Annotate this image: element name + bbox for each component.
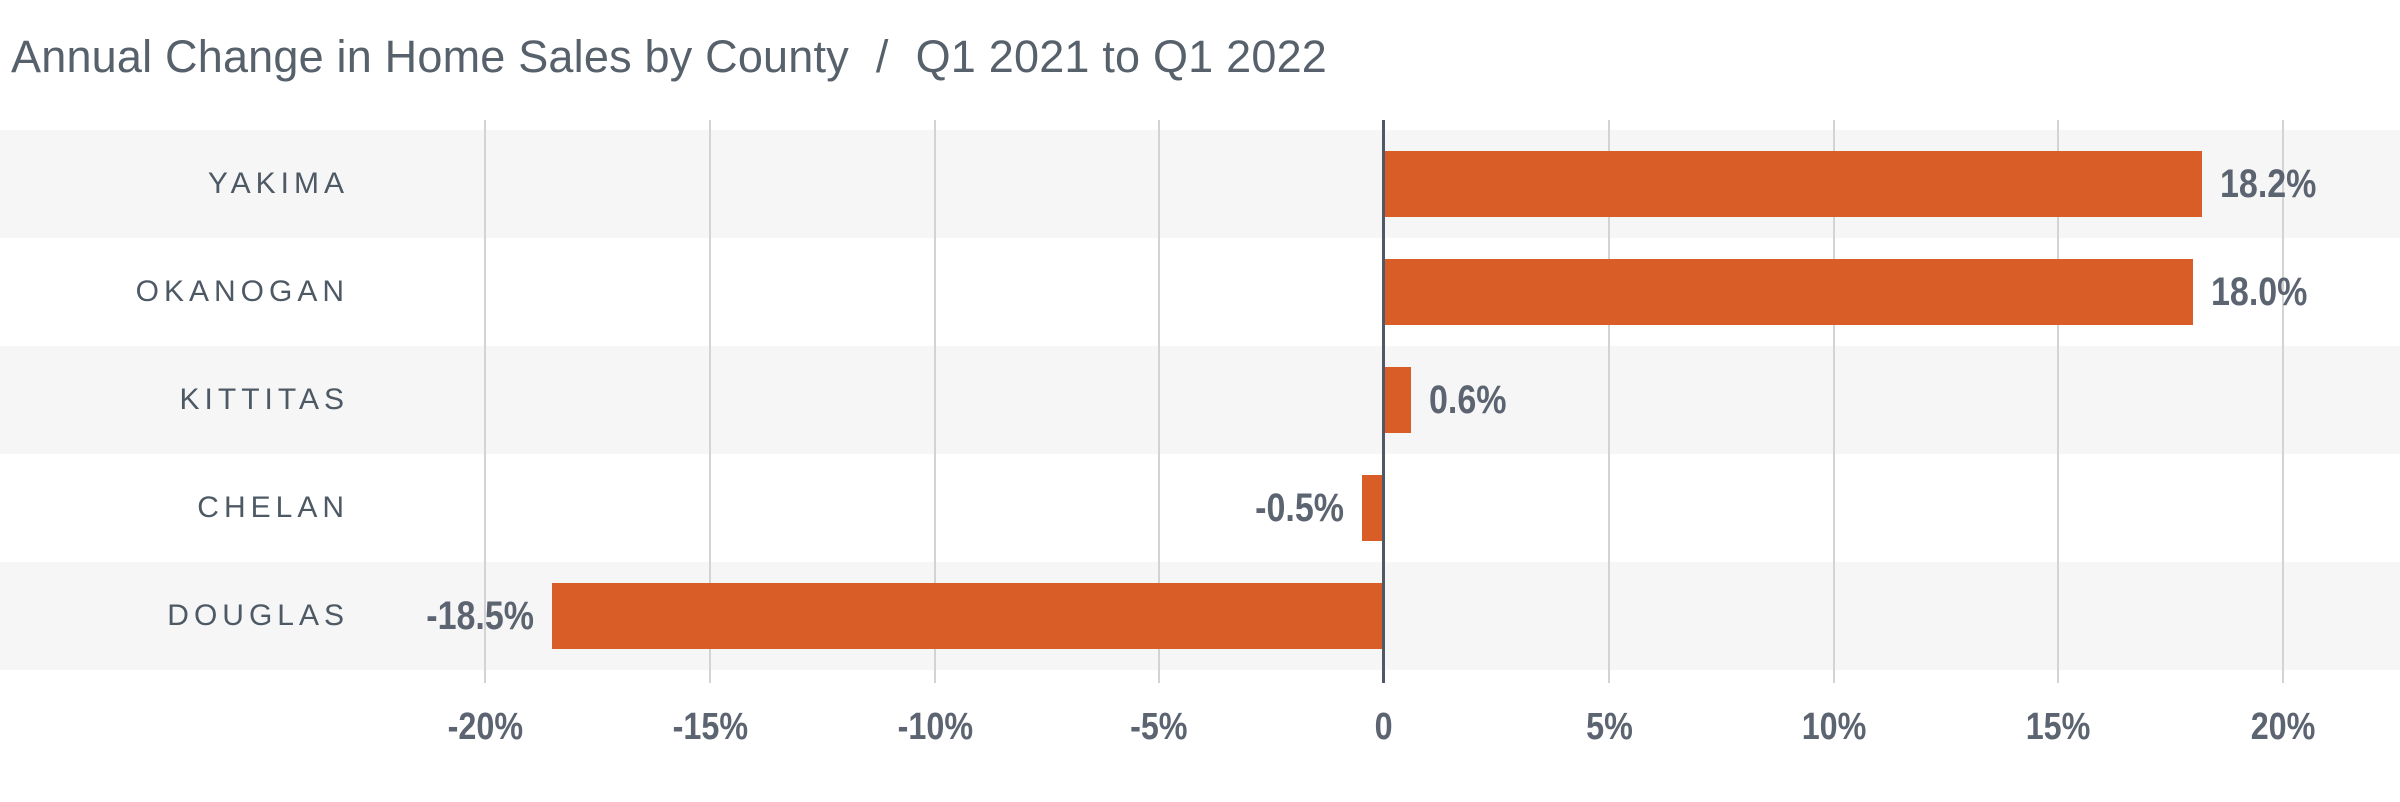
value-label: -0.5% bbox=[1239, 488, 1344, 528]
chart-title: Annual Change in Home Sales by County / Q1… bbox=[11, 34, 1327, 79]
chart-title-main: Annual Change in Home Sales by County bbox=[11, 31, 849, 82]
bar bbox=[552, 583, 1384, 649]
axis-tick-label: -15% bbox=[590, 703, 830, 751]
axis-tick-label-text: 20% bbox=[2250, 706, 2316, 748]
bar bbox=[1384, 367, 1411, 433]
chart-title-separator: / bbox=[875, 31, 889, 82]
axis-tick-label-text: 10% bbox=[1801, 706, 1867, 748]
gridline bbox=[934, 120, 936, 683]
axis-tick-label: 10% bbox=[1714, 703, 1954, 751]
county-label: YAKIMA bbox=[207, 167, 349, 200]
axis-tick-label-text: 0 bbox=[1375, 706, 1393, 748]
value-label-text: -18.5% bbox=[426, 594, 535, 638]
axis-tick-label-text: -20% bbox=[447, 706, 523, 748]
bar bbox=[1384, 259, 2194, 325]
axis-tick-label-text: -15% bbox=[672, 706, 748, 748]
axis-tick-label: -20% bbox=[365, 703, 605, 751]
axis-tick-label: -10% bbox=[815, 703, 1055, 751]
axis-tick-label-text: 15% bbox=[2025, 706, 2091, 748]
row-band bbox=[0, 454, 2400, 562]
gridline bbox=[1608, 120, 1610, 683]
gridline bbox=[1833, 120, 1835, 683]
gridline bbox=[2282, 120, 2284, 683]
axis-tick-label-text: 5% bbox=[1585, 706, 1633, 748]
county-label: DOUGLAS bbox=[167, 599, 349, 632]
value-label-text: 0.6% bbox=[1428, 378, 1507, 422]
gridline bbox=[709, 120, 711, 683]
value-label: 18.2% bbox=[2220, 164, 2333, 204]
value-label-text: 18.0% bbox=[2211, 270, 2308, 314]
value-label-text: -0.5% bbox=[1254, 486, 1344, 530]
value-label: 0.6% bbox=[1429, 380, 1520, 420]
zero-axis-line bbox=[1382, 120, 1385, 683]
gridline bbox=[2057, 120, 2059, 683]
axis-tick-label: 20% bbox=[2163, 703, 2400, 751]
axis-tick-label: -5% bbox=[1039, 703, 1279, 751]
gridline bbox=[484, 120, 486, 683]
gridline bbox=[1158, 120, 1160, 683]
value-label: -18.5% bbox=[408, 596, 535, 636]
axis-tick-label: 0 bbox=[1264, 703, 1504, 751]
county-label: CHELAN bbox=[197, 491, 349, 524]
row-band bbox=[0, 346, 2400, 454]
axis-tick-label: 15% bbox=[1938, 703, 2178, 751]
county-label: OKANOGAN bbox=[135, 275, 349, 308]
axis-tick-label-text: -10% bbox=[897, 706, 973, 748]
value-label-text: 18.2% bbox=[2220, 162, 2317, 206]
chart-title-period: Q1 2021 to Q1 2022 bbox=[915, 31, 1328, 82]
axis-tick-label-text: -5% bbox=[1130, 706, 1188, 748]
bar bbox=[1384, 151, 2203, 217]
bar bbox=[1361, 475, 1384, 541]
value-label: 18.0% bbox=[2211, 272, 2324, 312]
county-label: KITTITAS bbox=[179, 383, 349, 416]
axis-tick-label: 5% bbox=[1489, 703, 1729, 751]
